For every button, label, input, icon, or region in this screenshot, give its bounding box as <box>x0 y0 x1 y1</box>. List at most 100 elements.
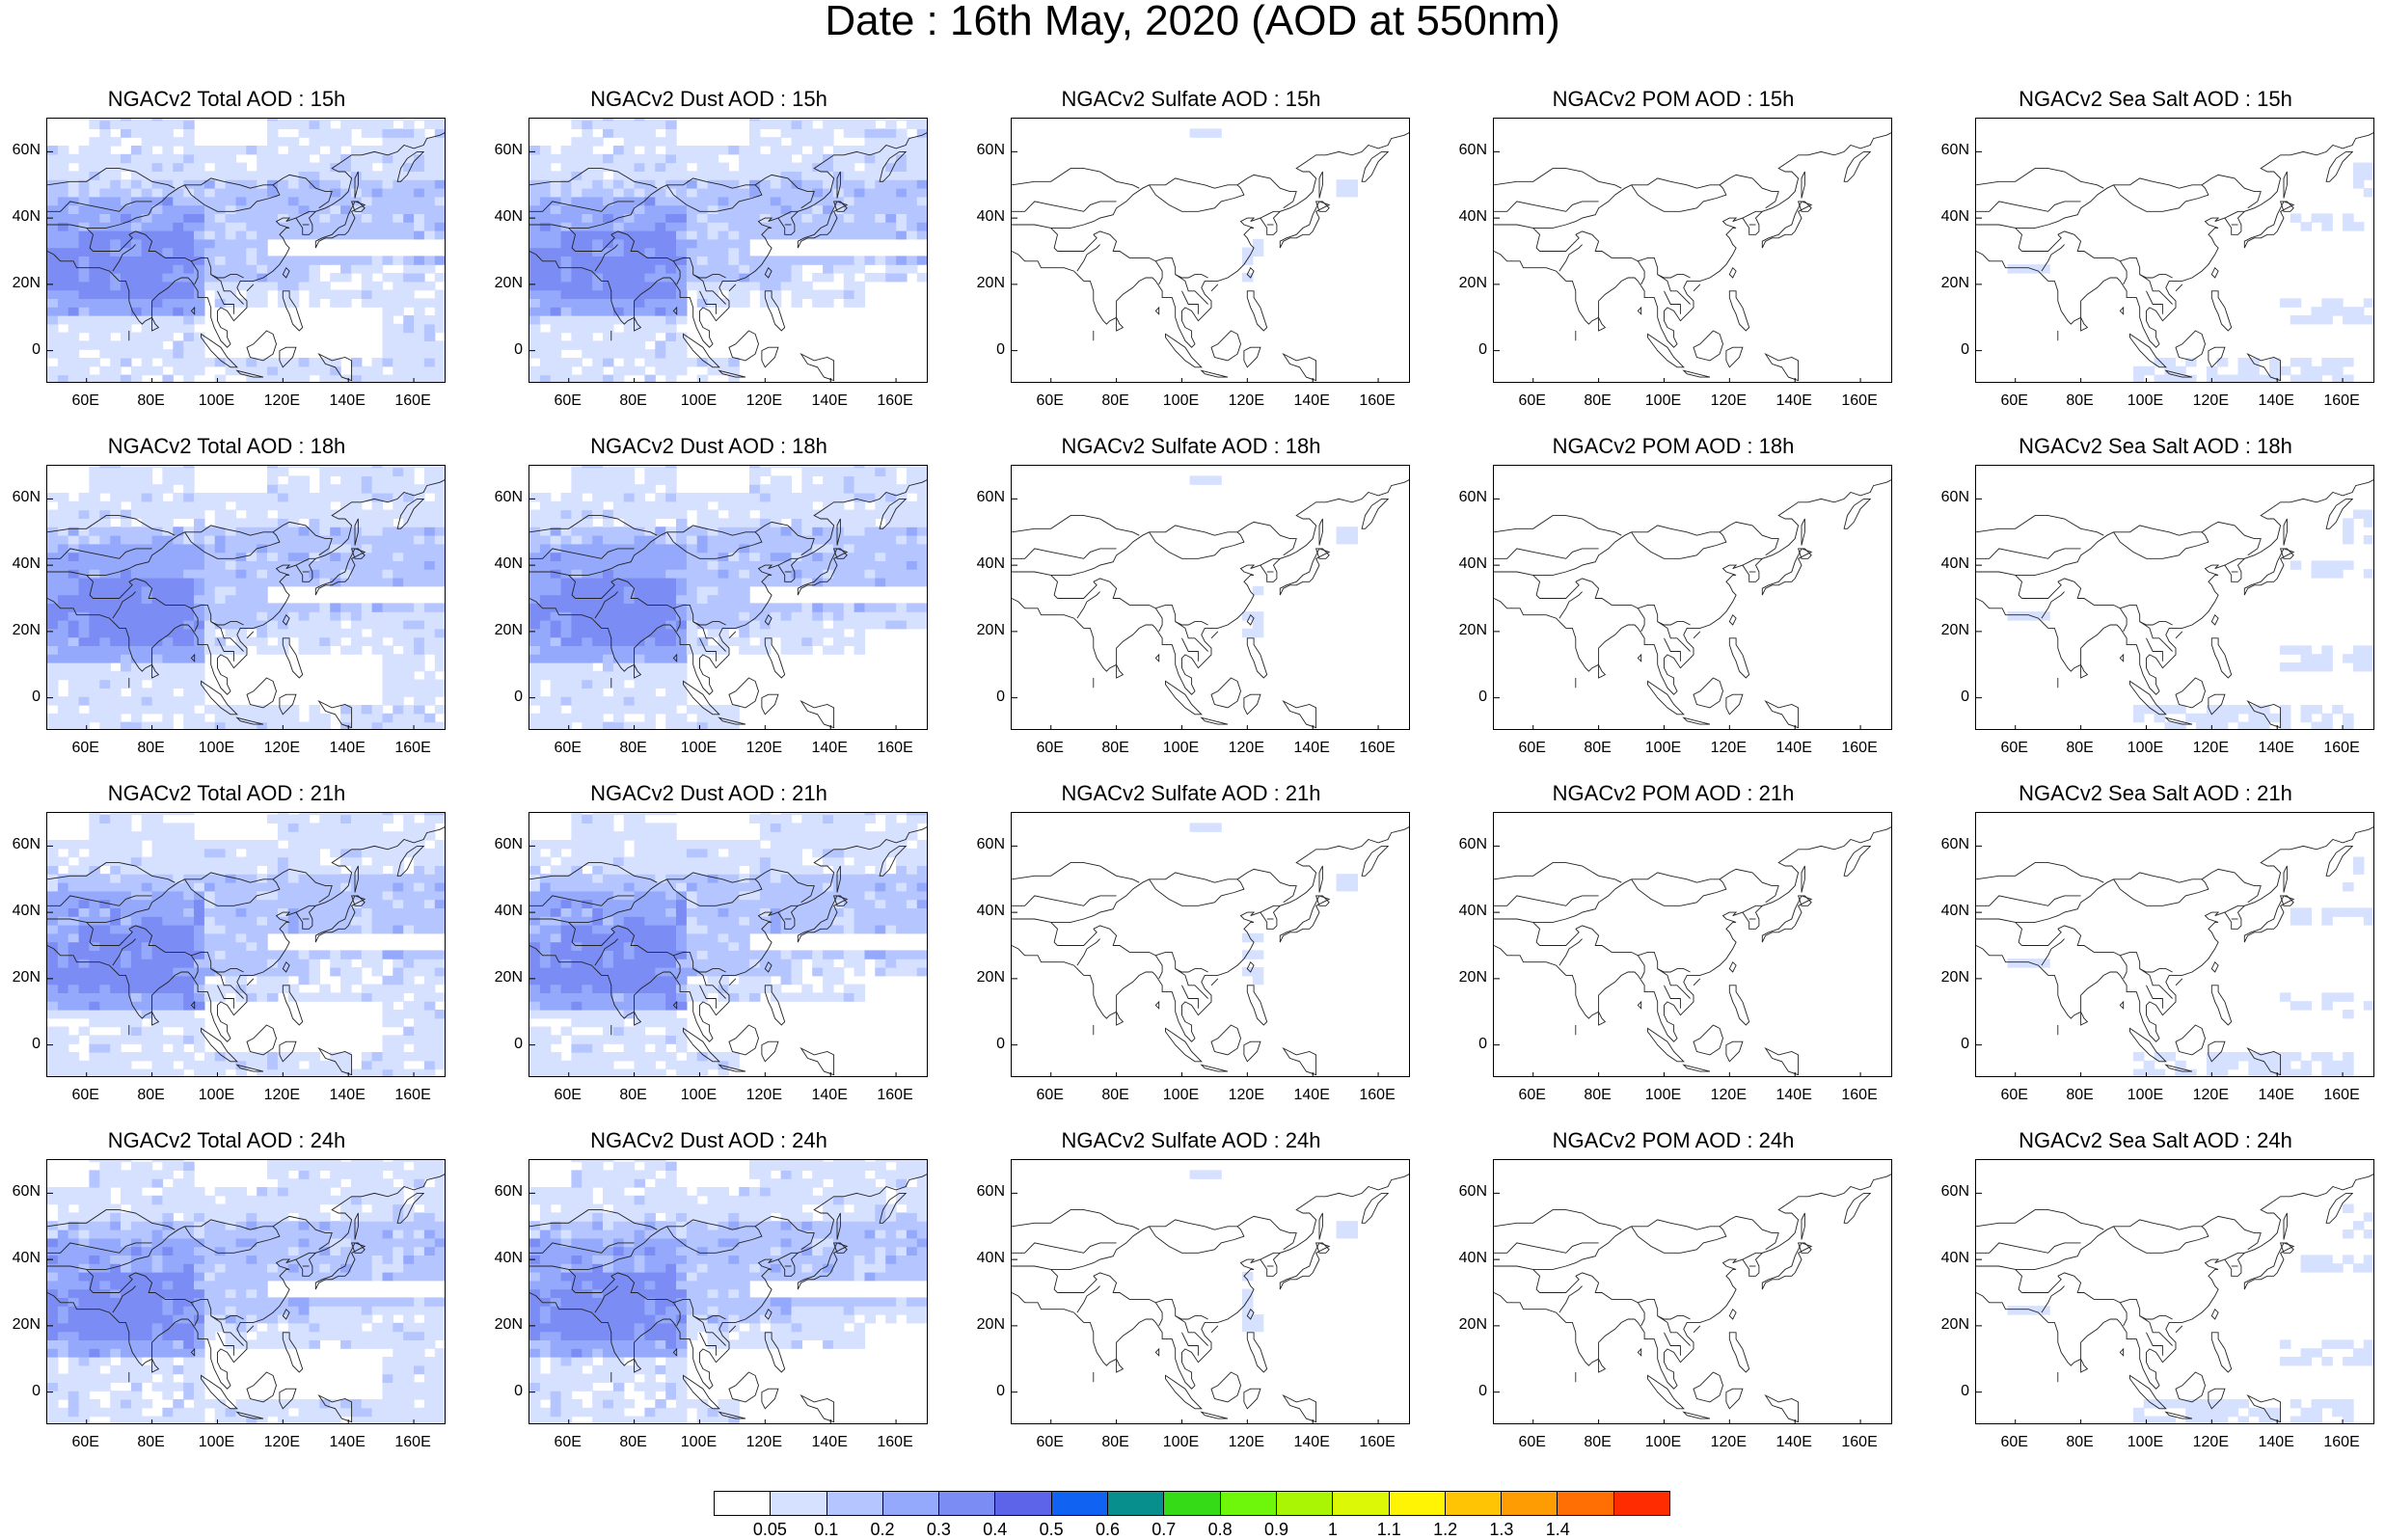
aod-cell <box>110 1052 122 1061</box>
country-border <box>1533 228 1540 251</box>
aod-cell <box>173 1010 184 1018</box>
island-outline <box>2120 308 2123 314</box>
aod-cell <box>319 282 331 290</box>
aod-cell <box>718 586 730 595</box>
aod-cell <box>351 230 363 239</box>
aod-cell <box>310 146 321 154</box>
aod-cell <box>1337 527 1348 535</box>
aod-cell <box>226 239 237 248</box>
country-border <box>1976 516 2103 536</box>
aod-cell <box>414 959 425 967</box>
aod-cell <box>2280 714 2291 722</box>
aod-cell <box>319 916 331 925</box>
aod-cell <box>414 128 425 137</box>
aod-cell <box>246 197 257 205</box>
aod-cell <box>529 197 541 205</box>
aod-cell <box>739 553 750 561</box>
aod-cell <box>58 375 69 383</box>
aod-cell <box>403 1035 415 1043</box>
aod-cell <box>435 1035 446 1043</box>
aod-cell <box>99 671 111 680</box>
aod-cell <box>173 1043 184 1052</box>
aod-cell <box>592 611 604 620</box>
aod-cell <box>68 154 80 163</box>
aod-cell <box>183 1052 195 1061</box>
aod-cell <box>330 298 341 307</box>
lat-label: 60N <box>1931 142 1969 159</box>
aod-cell <box>288 179 300 188</box>
aod-cell <box>99 611 111 620</box>
aod-cell <box>424 154 436 163</box>
aod-cell <box>173 213 184 222</box>
aod-cell <box>823 128 834 137</box>
aod-cell <box>383 1035 394 1043</box>
aod-cell <box>435 629 446 637</box>
aod-cell <box>173 137 184 146</box>
aod-cell <box>58 637 69 646</box>
aod-cell <box>665 595 677 604</box>
aod-cell <box>194 493 205 501</box>
aod-cell <box>403 324 415 333</box>
aod-cell <box>330 290 341 299</box>
aod-cell <box>362 985 373 993</box>
lat-label: 60N <box>1449 142 1487 159</box>
aod-cell <box>121 375 132 383</box>
aod-cell <box>68 510 80 519</box>
aod-cell <box>351 950 363 959</box>
aod-cell <box>739 586 750 595</box>
aod-cell <box>173 222 184 230</box>
aod-cell <box>215 907 227 916</box>
aod-cell <box>833 290 845 299</box>
aod-cell <box>424 1052 436 1061</box>
aod-cell <box>2207 366 2218 375</box>
aod-cell <box>812 637 824 646</box>
aod-cell <box>89 1052 100 1061</box>
aod-cell <box>246 230 257 239</box>
aod-cell <box>330 544 341 553</box>
aod-cell <box>613 273 625 282</box>
aod-cell <box>792 620 803 629</box>
aod-cell <box>644 714 656 722</box>
aod-cell <box>99 942 111 951</box>
aod-cell <box>121 637 132 646</box>
aod-cell <box>718 501 730 510</box>
aod-cell <box>551 501 562 510</box>
aod-cell <box>319 569 331 578</box>
aod-cell <box>551 349 562 358</box>
aod-cell <box>2238 366 2250 375</box>
aod-cell <box>624 349 636 358</box>
aod-cell <box>372 553 384 561</box>
aod-cell <box>162 569 174 578</box>
aod-cell <box>551 535 562 544</box>
aod-cell <box>540 248 552 257</box>
aod-cell <box>414 188 425 197</box>
aod-cell <box>226 256 237 264</box>
aod-cell <box>561 510 573 519</box>
country-border <box>1051 575 1058 598</box>
aod-cell <box>299 154 311 163</box>
aod-cell <box>739 645 750 654</box>
aod-cell <box>424 637 436 646</box>
aod-cell <box>435 197 446 205</box>
aod-cell <box>142 1035 153 1043</box>
aod-cell <box>435 553 446 561</box>
country-border <box>1058 234 1098 251</box>
aod-cell <box>592 475 604 484</box>
aod-cell <box>110 942 122 951</box>
aod-cell <box>110 907 122 916</box>
aod-cell <box>624 248 636 257</box>
map-frame <box>1011 118 1410 383</box>
aod-cell <box>310 629 321 637</box>
aod-cell <box>383 527 394 535</box>
aod-cell <box>561 264 573 273</box>
aod-cell <box>246 705 257 714</box>
aod-cell <box>162 518 174 527</box>
aod-cell <box>728 358 740 366</box>
aod-cell <box>226 942 237 951</box>
island-outline <box>1599 664 1606 678</box>
aod-cell <box>383 256 394 264</box>
aod-cell <box>561 620 573 629</box>
aod-cell <box>372 205 384 214</box>
aod-cell <box>1190 128 1202 137</box>
aod-cell <box>676 578 688 586</box>
